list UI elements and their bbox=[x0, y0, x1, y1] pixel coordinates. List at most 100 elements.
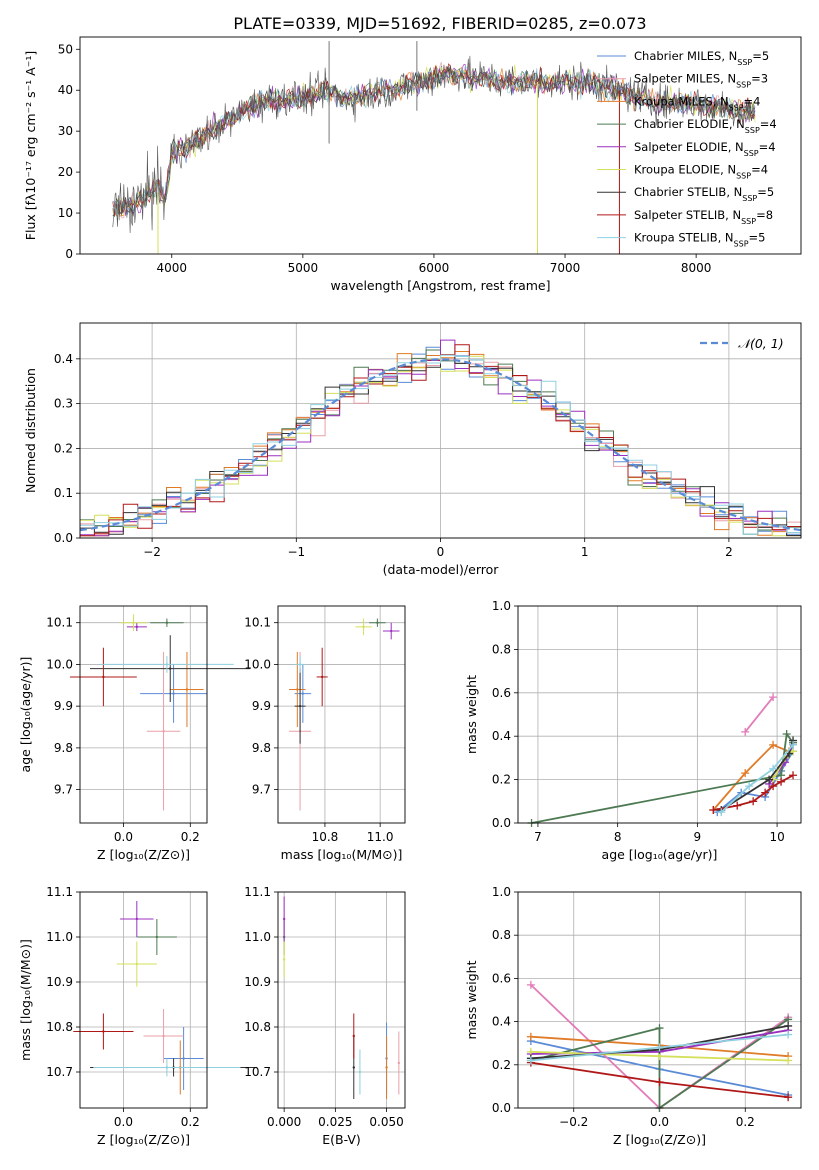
data-point bbox=[298, 663, 302, 666]
y-axis-label: Flux [fλ10⁻¹⁷ erg cm⁻² s⁻¹ A⁻¹] bbox=[23, 51, 38, 240]
mass-weight-marker bbox=[761, 788, 770, 797]
axes-frame bbox=[79, 322, 802, 539]
x-tick-label: 5000 bbox=[288, 261, 319, 275]
mass-weight-marker bbox=[526, 1032, 535, 1041]
axes-frame bbox=[517, 891, 802, 1109]
data-point bbox=[185, 688, 189, 691]
mass-weight-marker bbox=[741, 727, 750, 736]
legend-label: Salpeter ELODIE, NSSP=4 bbox=[634, 140, 776, 158]
x-tick-label: 8 bbox=[614, 830, 622, 844]
y-tick-label: 10.1 bbox=[46, 616, 73, 630]
legend-subscript: SSP bbox=[742, 194, 757, 203]
mass-vs-z-panel: 0.0 0.2 10.7 10.8 10.9 11.0 11.1 Z [log₁₀(Z/Z⊙)… bbox=[18, 885, 258, 1147]
data-point bbox=[165, 663, 169, 666]
y-tick-label: 10.8 bbox=[46, 1020, 73, 1034]
x-tick-label: 1 bbox=[581, 545, 589, 559]
y-tick-label: 9.8 bbox=[252, 741, 271, 755]
mass-weight-marker bbox=[784, 1030, 793, 1039]
x-axis-label: age [log₁₀(age/yr)] bbox=[602, 847, 718, 862]
y-tick-label: 0.4 bbox=[54, 352, 73, 366]
mass-weight-marker bbox=[782, 730, 791, 739]
data-point bbox=[182, 1057, 185, 1060]
legend-label: Chabrier ELODIE, NSSP=4 bbox=[634, 117, 777, 135]
data-point bbox=[301, 692, 305, 695]
mass-weight-marker bbox=[789, 740, 798, 749]
mass-weight-marker bbox=[784, 1056, 793, 1065]
data-point bbox=[172, 692, 175, 695]
legend-nssp-value: =4 bbox=[751, 163, 768, 177]
y-tick-label: 9.8 bbox=[54, 741, 73, 755]
axes-frame bbox=[277, 605, 406, 824]
mass-weight-marker bbox=[769, 740, 778, 749]
age-vs-mass-panel: 10.8 11.0 9.7 9.8 9.9 10.0 10.1 mass [log₁₀(M/M… bbox=[244, 605, 406, 862]
mass-weight-vs-z-panel: −0.2 0.0 0.2 0.0 0.2 0.4 0.6 0.8 1.0 Z [log₁₀(Z/Z… bbox=[464, 885, 802, 1147]
mass-weight-marker bbox=[769, 764, 778, 773]
data-point bbox=[298, 704, 302, 708]
data-point bbox=[162, 729, 165, 733]
data-point bbox=[155, 935, 159, 939]
x-tick-label: 4000 bbox=[156, 261, 187, 275]
x-tick-label: 10.8 bbox=[312, 830, 339, 844]
y-tick-label: 0.1 bbox=[54, 486, 73, 500]
observed-spectrum-line bbox=[112, 55, 755, 234]
y-tick-label: 10.7 bbox=[244, 1065, 271, 1079]
data-point bbox=[352, 1066, 355, 1069]
y-tick-label: 9.9 bbox=[54, 699, 73, 713]
x-tick-label: 0.2 bbox=[736, 1115, 755, 1129]
x-tick-label: 0.2 bbox=[181, 830, 200, 844]
x-tick-label: 11.0 bbox=[367, 830, 394, 844]
x-tick-label: −1 bbox=[287, 545, 305, 559]
legend-subscript: SSP bbox=[734, 239, 749, 248]
x-axis-label: wavelength [Angstrom, rest frame] bbox=[330, 278, 550, 293]
legend-label: Salpeter STELIB, NSSP=8 bbox=[634, 208, 773, 226]
mass-weight-marker bbox=[784, 1093, 793, 1102]
legend-label: Chabrier STELIB, NSSP=5 bbox=[634, 185, 774, 203]
axes-frame bbox=[79, 36, 802, 255]
x-axis-label: Z [log₁₀(Z/Z⊙)] bbox=[97, 847, 190, 862]
mass-weight-marker bbox=[749, 797, 758, 806]
legend-label: 𝒩(0, 1) bbox=[738, 336, 784, 351]
mass-weight-marker bbox=[789, 771, 798, 780]
mass-weight-marker bbox=[769, 693, 778, 702]
y-tick-label: 0.2 bbox=[54, 441, 73, 455]
mass-weight-marker bbox=[733, 801, 742, 810]
y-axis-label: mass weight bbox=[464, 960, 479, 1039]
mass-weight-marker bbox=[784, 1021, 793, 1030]
y-tick-label: 11.1 bbox=[46, 885, 73, 899]
mass-weight-line bbox=[530, 1018, 789, 1110]
x-axis-label: Z [log₁₀(Z/Z⊙)] bbox=[97, 1132, 190, 1147]
y-tick-label: 0.4 bbox=[492, 729, 511, 743]
x-tick-label: −2 bbox=[143, 545, 161, 559]
y-tick-label: 11.1 bbox=[244, 885, 271, 899]
y-tick-label: 11.0 bbox=[46, 930, 73, 944]
x-tick-label: 9 bbox=[694, 830, 702, 844]
x-tick-label: 7 bbox=[534, 830, 542, 844]
legend-nssp-value: =4 bbox=[760, 117, 777, 131]
data-point bbox=[135, 625, 139, 629]
x-axis-label: mass [log₁₀(M/M⊙)] bbox=[281, 847, 403, 862]
y-tick-label: 0.6 bbox=[492, 686, 511, 700]
data-point bbox=[169, 667, 172, 670]
mass-vs-ebv-panel: 0.000 0.025 0.050 10.7 10.8 10.9 11.0 11.1 E(B-V… bbox=[244, 885, 406, 1147]
y-tick-label: 10.1 bbox=[244, 616, 271, 630]
y-axis-label: mass [log₁₀(M/M⊙)] bbox=[18, 939, 33, 1061]
x-tick-label: 0.0 bbox=[114, 830, 133, 844]
data-point bbox=[102, 675, 105, 679]
x-axis-label: Z [log₁₀(Z/Z⊙)] bbox=[613, 1132, 706, 1147]
mass-weight-marker bbox=[655, 1024, 664, 1033]
y-tick-label: 9.9 bbox=[252, 699, 271, 713]
legend-subscript: SSP bbox=[736, 171, 751, 180]
legend-label: Kroupa MILES, NSSP=4 bbox=[634, 94, 760, 112]
data-point bbox=[102, 1030, 105, 1033]
axes-frame bbox=[79, 605, 208, 824]
mass-weight-marker bbox=[655, 1078, 664, 1087]
mass-weight-line bbox=[712, 743, 790, 811]
data-point bbox=[362, 625, 365, 629]
mass-weight-line bbox=[531, 731, 794, 824]
x-tick-label: 6000 bbox=[419, 261, 450, 275]
y-tick-label: 0.2 bbox=[492, 1058, 511, 1072]
y-tick-label: 10.9 bbox=[244, 975, 271, 989]
mass-weight-marker bbox=[655, 1043, 664, 1052]
mass-weight-marker bbox=[526, 980, 535, 989]
age-vs-z-panel: 0.0 0.2 9.7 9.8 9.9 10.0 10.1 Z [log₁₀(Z/Z⊙)] ag… bbox=[18, 605, 251, 862]
